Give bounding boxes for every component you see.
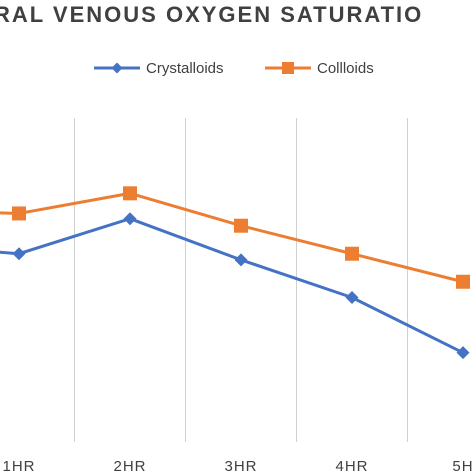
x-axis-ticks: 1HR 2HR 3HR 4HR 5H	[2, 458, 473, 474]
vertical-gridlines	[74, 118, 408, 442]
data-point	[234, 218, 248, 233]
data-point	[12, 247, 26, 261]
legend-label: Collloids	[317, 60, 374, 77]
series-layer	[0, 186, 470, 360]
x-tick-label: 2HR	[113, 458, 146, 474]
series-collloids	[0, 186, 470, 289]
data-point	[456, 274, 470, 289]
legend-label: Crystalloids	[146, 60, 224, 77]
data-point	[234, 253, 248, 267]
series-crystalloids	[0, 212, 470, 360]
series-line	[0, 217, 464, 355]
legend: Crystalloids Collloids	[94, 60, 374, 77]
data-point	[456, 346, 470, 360]
chart-title: RAL VENOUS OXYGEN SATURATIO	[0, 2, 423, 27]
x-tick-label: 4HR	[335, 458, 368, 474]
data-point	[345, 291, 359, 305]
legend-marker	[282, 62, 294, 74]
x-tick-label: 1HR	[2, 458, 35, 474]
data-point	[12, 206, 26, 221]
legend-item: Collloids	[265, 60, 374, 77]
legend-marker	[111, 62, 123, 74]
data-point	[123, 212, 137, 226]
x-tick-label: 3HR	[224, 458, 257, 474]
series-line	[0, 191, 464, 284]
data-point	[345, 246, 359, 261]
legend-item: Crystalloids	[94, 60, 224, 77]
data-point	[123, 186, 137, 201]
x-tick-label: 5H	[452, 458, 473, 474]
